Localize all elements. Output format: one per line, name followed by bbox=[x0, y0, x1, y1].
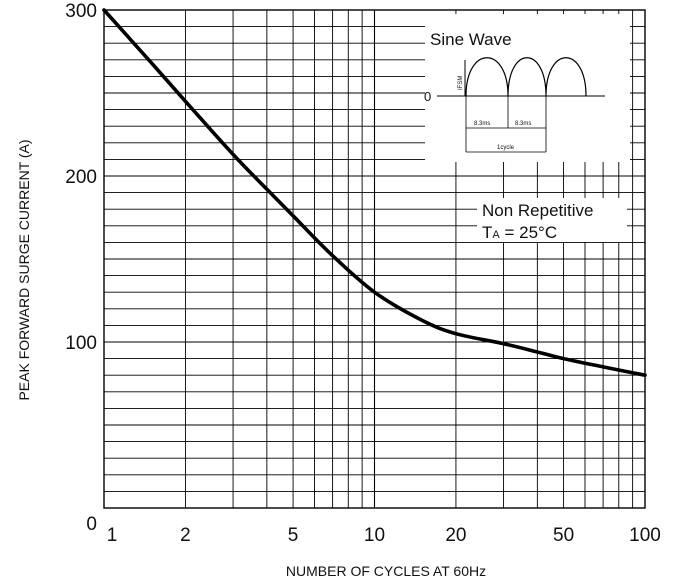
sine-wave-inset: Sine Wave 0 IFSM 8.3ms 8.3ms 1cycle bbox=[424, 14, 630, 162]
condition-line-2: TA = 25°C bbox=[482, 223, 557, 242]
inset-half-period-1: 8.3ms bbox=[474, 121, 490, 127]
test-condition-note: Non Repetitive TA = 25°C bbox=[477, 198, 627, 242]
x-axis-title: NUMBER OF CYCLES AT 60Hz bbox=[286, 563, 486, 579]
inset-background bbox=[425, 14, 630, 162]
condition-line-1: Non Repetitive bbox=[482, 201, 594, 220]
x-tick-label: 2 bbox=[180, 525, 191, 546]
inset-title: Sine Wave bbox=[430, 30, 512, 49]
major-grid bbox=[104, 10, 645, 508]
x-tick-label: 1 bbox=[107, 525, 118, 546]
y-tick-label: 100 bbox=[65, 333, 97, 354]
y-tick-label: 200 bbox=[65, 167, 97, 188]
x-tick-label: 100 bbox=[629, 525, 661, 546]
condition-background bbox=[477, 198, 627, 242]
inset-sine-wave bbox=[465, 57, 587, 97]
curve-layer bbox=[102, 8, 647, 377]
inset-cycle-label: 1cycle bbox=[497, 145, 515, 151]
inset-zero-label: 0 bbox=[424, 89, 431, 104]
x-tick-label: 5 bbox=[288, 525, 299, 546]
y-axis-title: PEAK FORWARD SURGE CURRENT (A) bbox=[16, 139, 32, 400]
surge-current-curve bbox=[102, 8, 647, 377]
y-tick-label: 300 bbox=[65, 1, 97, 22]
x-tick-label: 20 bbox=[445, 525, 466, 546]
plot-frame bbox=[103, 9, 646, 509]
condition-ta-value: = 25°C bbox=[500, 223, 557, 242]
y-tick-labels: 0 100 200 300 bbox=[65, 1, 97, 535]
x-tick-labels: 1 2 5 10 20 50 100 bbox=[107, 525, 661, 546]
x-tick-label: 50 bbox=[553, 525, 574, 546]
condition-ta-sub: A bbox=[492, 229, 500, 241]
inset-ifsm-label: IFSM bbox=[458, 76, 464, 90]
y-tick-label: 0 bbox=[86, 514, 97, 535]
condition-ta-main: T bbox=[482, 223, 492, 242]
inset-half-period-2: 8.3ms bbox=[515, 121, 531, 127]
x-tick-label: 10 bbox=[364, 525, 385, 546]
